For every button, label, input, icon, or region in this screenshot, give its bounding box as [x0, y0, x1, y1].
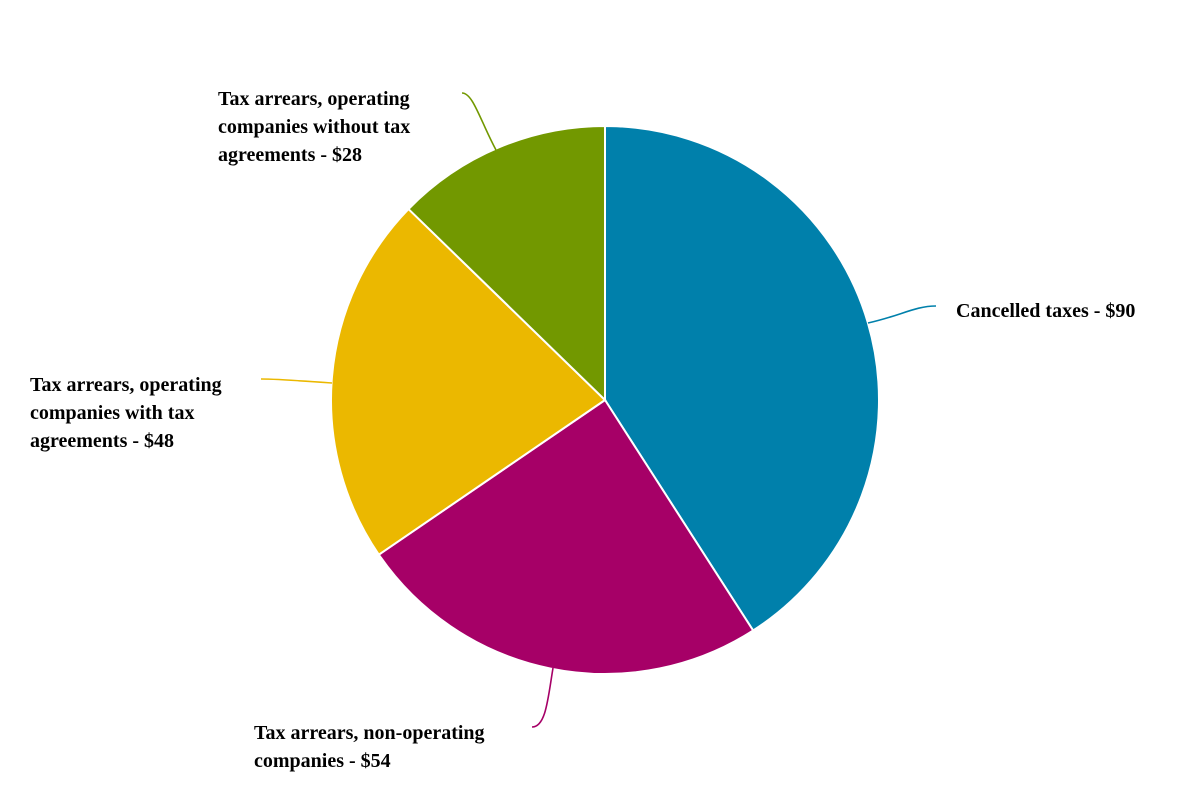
- leader-line-cancelled: [867, 305, 937, 324]
- slice-label-line: companies - $54: [254, 750, 391, 772]
- slice-label-line: agreements - $48: [30, 430, 175, 452]
- leader-lines: [260, 92, 937, 728]
- pie-slices: [330, 124, 880, 675]
- slice-label-line: agreements - $28: [218, 144, 363, 166]
- slice-label-without-agreements: Tax arrears, operating companies without…: [218, 85, 410, 169]
- slice-label-line: companies with tax: [30, 402, 195, 424]
- slice-label-line: Cancelled taxes - $90: [956, 300, 1136, 322]
- pie-slice-cancelled-taxes: [604, 124, 880, 632]
- slice-label-line: Tax arrears, operating: [30, 374, 222, 396]
- slice-label-with-agreements: Tax arrears, operating companies with ta…: [30, 371, 222, 455]
- leader-line-with-agreements: [260, 378, 333, 384]
- slice-label-cancelled-taxes: Cancelled taxes - $90: [956, 297, 1135, 325]
- slice-label-line: companies without tax: [218, 116, 411, 138]
- pie-slice-tax-arrears-non-operating-companies: [377, 398, 755, 675]
- pie-slice-tax-arrears-operating-companies-without-tax-agreements: [407, 124, 606, 403]
- slice-label-line: Tax arrears, operating: [218, 88, 410, 110]
- leader-line-without-agreements: [461, 92, 497, 151]
- leader-line-non-operating: [531, 667, 554, 728]
- slice-label-line: Tax arrears, non-operating: [254, 722, 485, 744]
- slice-label-non-operating: Tax arrears, non-operating companies - $…: [254, 719, 485, 775]
- pie-slice-tax-arrears-operating-companies-with-tax-agreements: [330, 207, 607, 557]
